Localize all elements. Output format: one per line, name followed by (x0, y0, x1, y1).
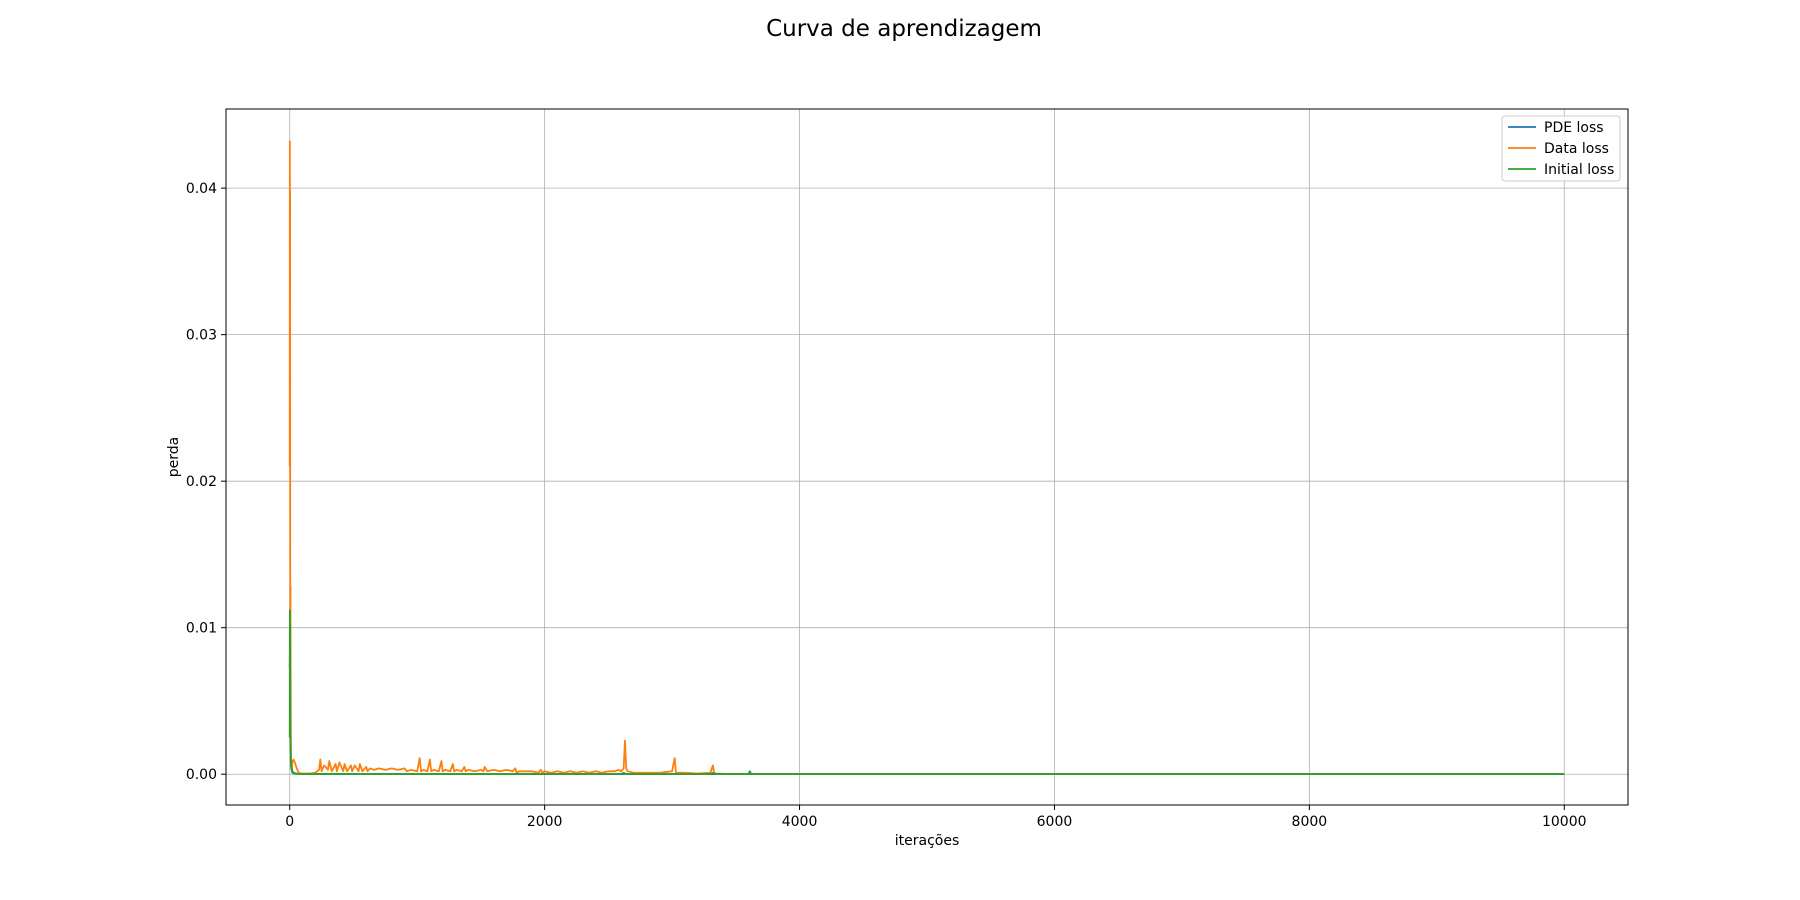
x-tick-label: 0 (285, 814, 294, 830)
x-tick-label: 4000 (782, 814, 818, 830)
x-tick-label: 8000 (1292, 814, 1328, 830)
legend-label: PDE loss (1544, 120, 1604, 136)
series-layer (288, 140, 1565, 775)
plot-frame (225, 108, 1629, 806)
legend-label: Initial loss (1544, 162, 1614, 178)
x-tick-label: 10000 (1542, 814, 1587, 830)
y-tick-label: 0.03 (186, 328, 217, 344)
y-tick-label: 0.00 (186, 767, 217, 783)
grid (226, 109, 1628, 805)
chart-title: Curva de aprendizagem (766, 16, 1042, 42)
y-axis: 0.00 0.01 0.02 0.03 0.04 (186, 181, 226, 783)
y-tick-label: 0.02 (186, 474, 217, 490)
x-axis: 0 2000 4000 6000 8000 10000 (285, 805, 1587, 830)
x-axis-label: iterações (895, 833, 960, 849)
legend-box (1501, 115, 1621, 182)
x-tick-label: 2000 (527, 814, 563, 830)
y-tick-label: 0.04 (186, 181, 217, 197)
x-tick-label: 6000 (1037, 814, 1073, 830)
series-line-pde-loss (288, 634, 1565, 775)
y-tick-label: 0.01 (186, 621, 217, 637)
series-line-initial-loss (288, 609, 1565, 775)
y-axis-label: perda (166, 437, 182, 477)
legend: PDE loss Data loss Initial loss (1501, 115, 1621, 182)
legend-label: Data loss (1544, 141, 1609, 157)
series-line-data-loss (288, 140, 1565, 775)
